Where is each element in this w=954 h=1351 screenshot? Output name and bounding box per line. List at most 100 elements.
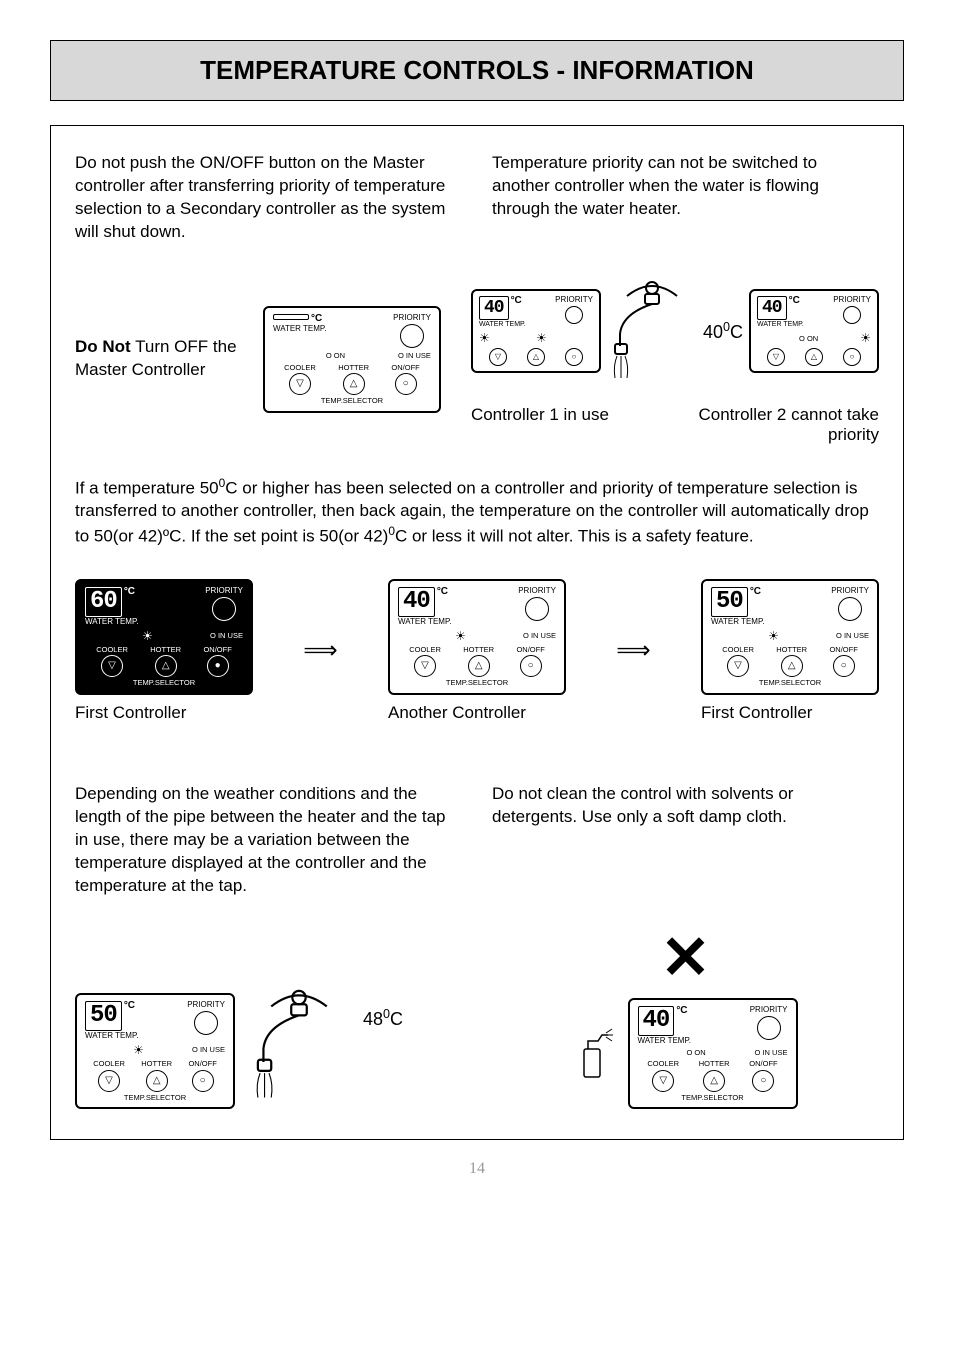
sec1-cap1: Controller 1 in use bbox=[471, 405, 655, 445]
deg-c-label: °C bbox=[311, 314, 322, 324]
section-3-diagrams: 50 °C WATER TEMP. PRIORITY ☀ O IN USE bbox=[75, 928, 879, 1110]
deg-c-label: °C bbox=[124, 1001, 135, 1011]
cooler-label: COOLER bbox=[93, 1060, 125, 1068]
onoff-button: ○ bbox=[395, 373, 417, 395]
cooler-label: COOLER bbox=[647, 1060, 679, 1068]
hotter-button: △ bbox=[155, 655, 177, 677]
priority-button bbox=[843, 306, 861, 324]
sun-icon: ☀ bbox=[860, 332, 871, 344]
temp-selector-label: TEMP.SELECTOR bbox=[398, 679, 556, 687]
hotter-label: HOTTER bbox=[141, 1060, 172, 1068]
temp-selector-label: TEMP.SELECTOR bbox=[85, 679, 243, 687]
onoff-label: ON/OFF bbox=[188, 1060, 216, 1068]
inuse-led: O IN USE bbox=[755, 1049, 788, 1057]
cooler-button: ▽ bbox=[289, 373, 311, 395]
hotter-label: HOTTER bbox=[699, 1060, 730, 1068]
controller-first-60: 60 °C WATER TEMP. PRIORITY ☀ O IN USE bbox=[75, 579, 253, 695]
water-temp-label: WATER TEMP. bbox=[479, 321, 526, 328]
cooler-button: ▽ bbox=[489, 348, 507, 366]
water-temp-label: WATER TEMP. bbox=[711, 618, 765, 626]
hotter-button: △ bbox=[343, 373, 365, 395]
water-temp-label: WATER TEMP. bbox=[398, 618, 452, 626]
onoff-label: ON/OFF bbox=[829, 646, 857, 654]
controller-another-40: 40 °C WATER TEMP. PRIORITY ☀ O IN USE bbox=[388, 579, 566, 695]
sec1-cap2: Controller 2 cannot take priority bbox=[695, 405, 879, 445]
priority-button bbox=[212, 597, 236, 621]
sec2-cap3: First Controller bbox=[701, 703, 812, 723]
onoff-button: ○ bbox=[192, 1070, 214, 1092]
lcd-display: 40 bbox=[479, 296, 509, 320]
sec3-left-text: Depending on the weather conditions and … bbox=[75, 783, 462, 898]
onoff-button: ○ bbox=[843, 348, 861, 366]
arrow-right-icon: ⟹ bbox=[303, 636, 337, 665]
faucet-icon bbox=[607, 274, 697, 389]
deg-c-label: °C bbox=[676, 1006, 687, 1016]
onoff-label: ON/OFF bbox=[203, 646, 231, 654]
page-number: 14 bbox=[50, 1160, 904, 1178]
sec3-right-text: Do not clean the control with solvents o… bbox=[492, 783, 879, 829]
on-led: O ON bbox=[799, 335, 818, 343]
cooler-button: ▽ bbox=[101, 655, 123, 677]
priority-button bbox=[757, 1016, 781, 1040]
onoff-button: ○ bbox=[833, 655, 855, 677]
section-2-diagrams: 60 °C WATER TEMP. PRIORITY ☀ O IN USE bbox=[75, 579, 879, 723]
onoff-button: ○ bbox=[520, 655, 542, 677]
lcd-display: 60 bbox=[85, 587, 122, 617]
spray-bottle-icon bbox=[574, 1021, 614, 1086]
sun-icon: ☀ bbox=[536, 332, 547, 344]
cooler-label: COOLER bbox=[722, 646, 754, 654]
cooler-label: COOLER bbox=[284, 364, 316, 372]
hotter-label: HOTTER bbox=[338, 364, 369, 372]
sec2-cap2: Another Controller bbox=[388, 703, 526, 723]
cooler-button: ▽ bbox=[414, 655, 436, 677]
controller-first-50: 50 °C WATER TEMP. PRIORITY ☀ O IN USE bbox=[701, 579, 879, 695]
lcd-display: 50 bbox=[85, 1001, 122, 1031]
onoff-button: ● bbox=[207, 655, 229, 677]
priority-label: PRIORITY bbox=[831, 587, 869, 595]
sun-icon: ☀ bbox=[142, 630, 153, 642]
sec1-left-caption: Do Not Turn OFF the Master Controller bbox=[75, 336, 253, 382]
cooler-button: ▽ bbox=[652, 1070, 674, 1092]
water-temp-label: WATER TEMP. bbox=[85, 618, 139, 626]
faucet-icon bbox=[249, 982, 349, 1109]
hotter-button: △ bbox=[527, 348, 545, 366]
priority-label: PRIORITY bbox=[393, 314, 431, 322]
temp-selector-label: TEMP.SELECTOR bbox=[85, 1094, 225, 1102]
water-temp-label: WATER TEMP. bbox=[85, 1032, 139, 1040]
temp-selector-label: TEMP.SELECTOR bbox=[273, 397, 431, 405]
onoff-label: ON/OFF bbox=[391, 364, 419, 372]
priority-label: PRIORITY bbox=[518, 587, 556, 595]
controller-master-blank: °C WATER TEMP. PRIORITY O ON O IN USE CO bbox=[263, 306, 441, 413]
sun-icon: ☀ bbox=[133, 1044, 144, 1056]
priority-button bbox=[194, 1011, 218, 1035]
sun-icon: ☀ bbox=[768, 630, 779, 642]
inuse-led: O IN USE bbox=[192, 1046, 225, 1054]
hotter-label: HOTTER bbox=[150, 646, 181, 654]
controller-50-variation: 50 °C WATER TEMP. PRIORITY ☀ O IN USE bbox=[75, 993, 235, 1109]
cooler-label: COOLER bbox=[409, 646, 441, 654]
lcd-display: 40 bbox=[638, 1006, 675, 1036]
cooler-label: COOLER bbox=[96, 646, 128, 654]
inuse-led: O IN USE bbox=[398, 352, 431, 360]
sec2-text: If a temperature 500C or higher has been… bbox=[75, 475, 879, 549]
page-title: TEMPERATURE CONTROLS - INFORMATION bbox=[50, 40, 904, 101]
priority-button bbox=[838, 597, 862, 621]
priority-label: PRIORITY bbox=[205, 587, 243, 595]
cooler-button: ▽ bbox=[767, 348, 785, 366]
deg-c-label: °C bbox=[789, 296, 800, 306]
priority-label: PRIORITY bbox=[187, 1001, 225, 1009]
on-led: O ON bbox=[326, 352, 345, 360]
onoff-button: ○ bbox=[752, 1070, 774, 1092]
temp-selector-label: TEMP.SELECTOR bbox=[711, 679, 869, 687]
lcd-display: 40 bbox=[757, 296, 787, 320]
inuse-led: O IN USE bbox=[836, 632, 869, 640]
sec1-right-text: Temperature priority can not be switched… bbox=[492, 152, 879, 221]
priority-label: PRIORITY bbox=[555, 296, 593, 304]
faucet-temp-48: 480C bbox=[363, 1007, 403, 1030]
section-1-diagrams: Do Not Turn OFF the Master Controller °C… bbox=[75, 274, 879, 445]
water-temp-label: WATER TEMP. bbox=[638, 1037, 692, 1045]
onoff-button: ○ bbox=[565, 348, 583, 366]
section-3: Depending on the weather conditions and … bbox=[75, 783, 879, 898]
on-led: O ON bbox=[686, 1049, 705, 1057]
deg-c-label: °C bbox=[437, 587, 448, 597]
